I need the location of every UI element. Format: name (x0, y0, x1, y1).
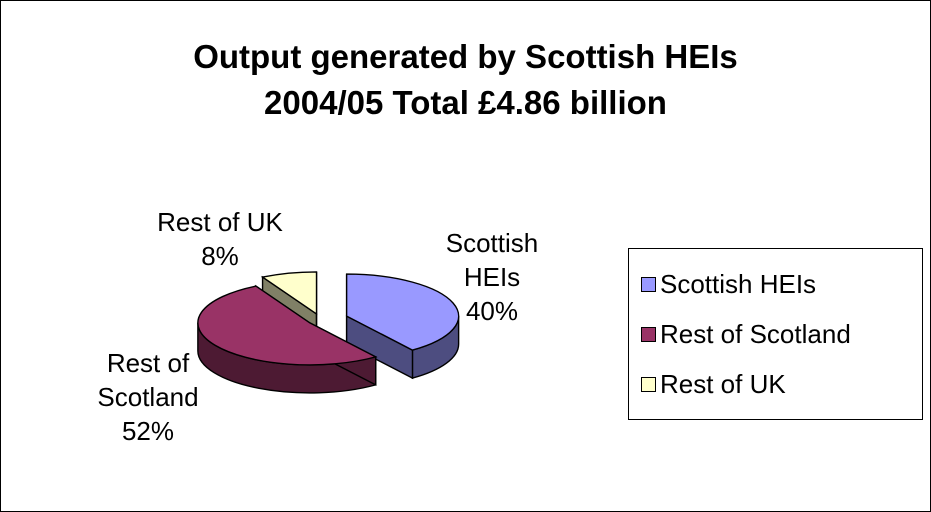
pie-top-scottish-heis (345, 273, 460, 351)
legend-swatch-scottish-heis (641, 277, 656, 292)
data-label-rest-of-scotland-line-1: Rest of (106, 348, 190, 378)
legend: Scottish HEIs Rest of Scotland Rest of U… (628, 248, 923, 420)
data-label-scottish-heis: Scottish HEIs 40% (432, 226, 552, 328)
legend-label-rest-of-uk: Rest of UK (660, 369, 786, 399)
data-label-rest-of-uk-line-1: Rest of UK (157, 207, 283, 237)
legend-item-rest-of-uk: Rest of UK (641, 369, 786, 399)
data-label-rest-of-scotland: Rest of Scotland 52% (78, 346, 218, 448)
legend-item-rest-of-scotland: Rest of Scotland (641, 319, 851, 349)
data-label-rest-of-uk-line-2: 8% (201, 241, 239, 271)
legend-swatch-rest-of-uk (641, 377, 656, 392)
pie-slice-scottish-heis (345, 273, 460, 380)
data-label-rest-of-scotland-line-3: 52% (121, 416, 175, 446)
legend-label-rest-of-scotland: Rest of Scotland (660, 319, 851, 349)
pie-top-rest-of-uk (260, 271, 318, 316)
data-label-scottish-heis-line-1: Scottish (445, 228, 539, 258)
data-label-scottish-heis-line-2: HEIs (463, 262, 521, 292)
legend-swatch-rest-of-scotland (641, 327, 656, 342)
chart-title-line-1: Output generated by Scottish HEIs (193, 38, 738, 75)
chart-title-line-2: 2004/05 Total £4.86 billion (264, 84, 667, 121)
data-label-rest-of-uk: Rest of UK 8% (150, 205, 290, 273)
legend-label-scottish-heis: Scottish HEIs (660, 269, 817, 299)
legend-item-scottish-heis: Scottish HEIs (641, 269, 816, 299)
chart-title: Output generated by Scottish HEIs 2004/0… (0, 34, 931, 126)
data-label-rest-of-scotland-line-2: Scotland (97, 382, 199, 412)
data-label-scottish-heis-line-3: 40% (465, 296, 519, 326)
pie-top-rest-of-scotland (197, 285, 378, 366)
pie-slice-rest-of-scotland (197, 284, 378, 394)
